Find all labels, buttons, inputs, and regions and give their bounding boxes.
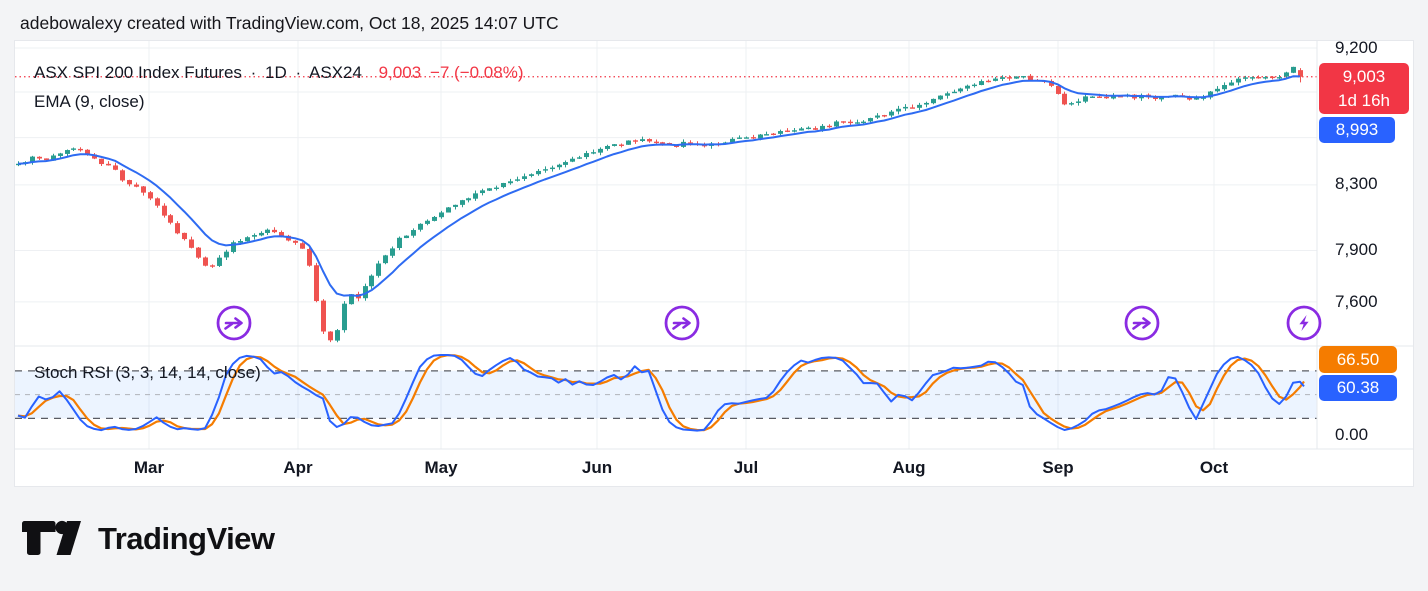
- time-axis-label: Sep: [1042, 458, 1074, 477]
- chart-card: ASX SPI 200 Index Futures · 1D · ASX24 9…: [14, 38, 1414, 487]
- tradingview-logo-text: TradingView: [98, 521, 275, 556]
- legend-separator: ·: [295, 63, 302, 82]
- symbol-legend[interactable]: ASX SPI 200 Index Futures · 1D · ASX24 9…: [34, 63, 528, 83]
- bar-countdown: 1d 16h: [1338, 90, 1390, 110]
- ema-indicator-legend[interactable]: EMA (9, close): [34, 92, 145, 111]
- tradingview-logo-icon: [22, 520, 81, 555]
- legend-separator: ·: [250, 63, 257, 82]
- contract-switch-event-icon[interactable]: [664, 305, 700, 341]
- time-axis-label: Apr: [283, 458, 313, 477]
- contract-switch-event-icon[interactable]: [216, 305, 252, 341]
- interval-label: 1D: [265, 63, 287, 82]
- attribution-text: adebowalexy created with TradingView.com…: [20, 13, 559, 33]
- time-axis-label: Aug: [892, 458, 926, 477]
- price-axis-label: 9,200: [1335, 38, 1378, 57]
- exchange-label: ASX24: [308, 63, 362, 82]
- legend-last-price: 9,003: [378, 63, 422, 82]
- time-axis-label: Oct: [1199, 458, 1229, 477]
- price-axis-label: 8,300: [1335, 174, 1378, 193]
- stoch-k-badge: 60.38: [1319, 375, 1397, 401]
- footer: TradingView: [0, 487, 1428, 591]
- time-axis-label: Mar: [133, 458, 165, 477]
- price-axis-label: 7,600: [1335, 292, 1378, 311]
- chart-canvas[interactable]: [15, 41, 1413, 486]
- time-axis-label: Jun: [581, 458, 613, 477]
- last-price-badge: 9,003 1d 16h: [1319, 63, 1409, 114]
- time-axis-label: May: [424, 458, 458, 477]
- flash-event-icon[interactable]: [1286, 305, 1322, 341]
- last-price-value: 9,003: [1342, 66, 1386, 86]
- time-axis-label: Jul: [733, 458, 759, 477]
- stoch-d-badge: 66.50: [1319, 346, 1397, 373]
- legend-change: −7 (−0.08%): [429, 63, 524, 82]
- stoch-rsi-legend[interactable]: Stoch RSI (3, 3, 14, 14, close): [34, 363, 261, 382]
- stoch-zero-label: 0.00: [1335, 425, 1369, 444]
- price-axis-label: 7,900: [1335, 240, 1378, 259]
- ema-value-badge: 8,993: [1319, 117, 1395, 143]
- contract-switch-event-icon[interactable]: [1124, 305, 1160, 341]
- symbol-title: ASX SPI 200 Index Futures: [34, 63, 242, 82]
